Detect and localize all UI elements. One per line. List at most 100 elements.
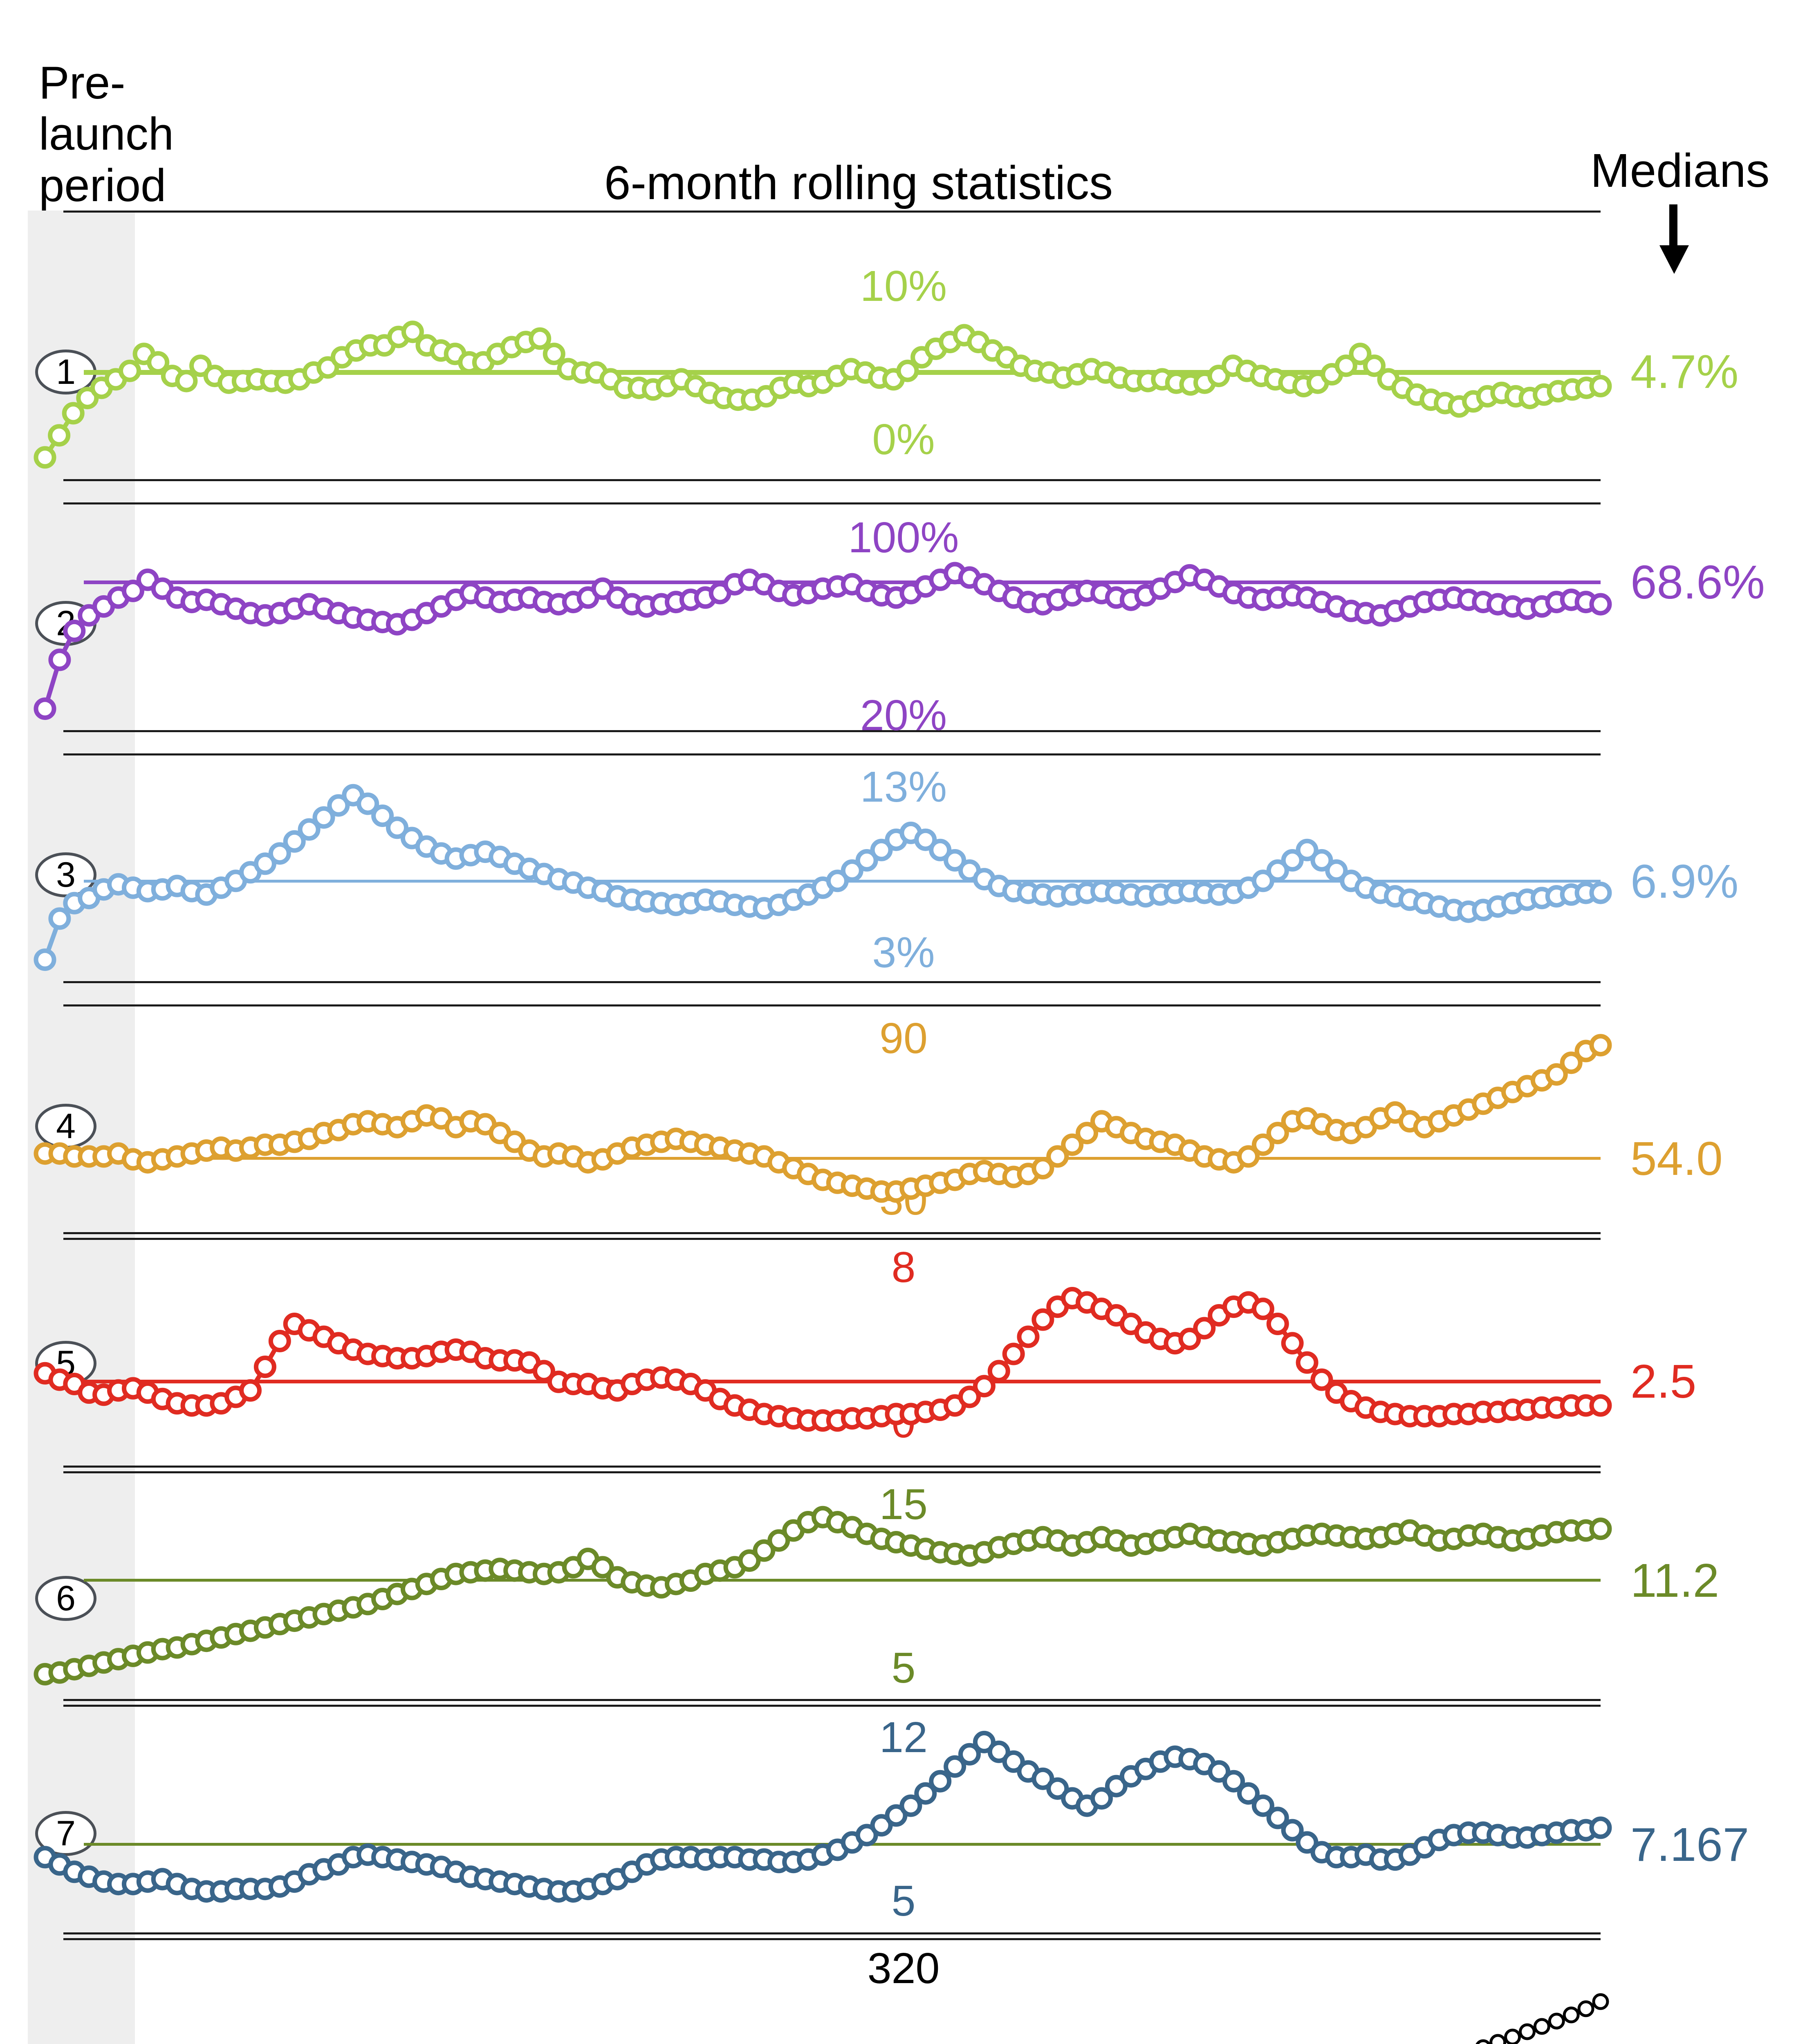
data-point bbox=[870, 1814, 893, 1837]
data-point bbox=[767, 1529, 790, 1552]
data-point bbox=[562, 591, 585, 614]
data-point bbox=[327, 602, 350, 625]
data-point bbox=[767, 580, 790, 602]
data-point bbox=[1222, 1531, 1245, 1553]
data-point bbox=[783, 371, 806, 394]
data-point bbox=[1472, 1522, 1495, 1545]
panel-6-top-label: 15 bbox=[879, 1480, 928, 1529]
series-line bbox=[43, 1043, 1603, 1194]
panel-badge-4: 4 bbox=[35, 1104, 96, 1149]
data-point bbox=[359, 334, 382, 357]
data-point bbox=[1457, 1098, 1480, 1121]
data-point bbox=[767, 1851, 790, 1874]
data-point bbox=[679, 1130, 702, 1153]
data-point bbox=[1419, 388, 1442, 411]
data-point bbox=[562, 1880, 585, 1903]
panel-badge-3: 3 bbox=[35, 852, 96, 897]
data-point bbox=[1516, 1527, 1538, 1550]
data-point bbox=[1519, 2023, 1536, 2040]
data-point bbox=[1354, 602, 1377, 625]
data-point bbox=[474, 1868, 497, 1891]
data-point bbox=[738, 1399, 761, 1421]
data-point bbox=[342, 606, 365, 629]
data-point bbox=[1031, 1526, 1054, 1549]
data-point bbox=[1134, 1321, 1157, 1344]
data-point bbox=[1090, 582, 1113, 605]
data-point bbox=[782, 1157, 805, 1179]
data-point bbox=[621, 1860, 644, 1883]
data-point bbox=[489, 1122, 511, 1145]
data-point bbox=[1193, 1145, 1216, 1168]
data-point bbox=[357, 1342, 379, 1365]
data-point bbox=[723, 573, 746, 596]
data-point bbox=[679, 892, 702, 914]
data-point bbox=[1193, 1526, 1216, 1549]
data-point bbox=[1325, 1381, 1348, 1404]
data-point bbox=[1398, 1519, 1421, 1542]
data-point bbox=[753, 1403, 776, 1425]
data-point bbox=[459, 1865, 482, 1888]
data-point bbox=[298, 818, 321, 841]
data-point bbox=[489, 591, 511, 614]
data-point bbox=[1589, 1517, 1612, 1540]
data-point bbox=[166, 586, 188, 609]
data-point bbox=[1266, 1531, 1289, 1553]
data-point bbox=[1080, 358, 1103, 381]
data-point bbox=[1090, 1110, 1113, 1133]
data-point bbox=[650, 1848, 673, 1871]
data-point bbox=[253, 604, 276, 627]
data-point bbox=[929, 1541, 952, 1564]
data-point bbox=[444, 588, 467, 611]
data-point bbox=[723, 1394, 746, 1417]
data-point bbox=[712, 387, 735, 410]
data-point bbox=[1306, 371, 1329, 394]
data-point bbox=[547, 1880, 570, 1903]
data-point bbox=[1548, 2013, 1565, 2030]
panel-rule bbox=[63, 479, 1601, 481]
data-point bbox=[136, 1870, 159, 1893]
data-point bbox=[1490, 381, 1513, 404]
median-line-3 bbox=[84, 880, 1601, 883]
data-point bbox=[1472, 1401, 1495, 1423]
data-point bbox=[430, 842, 453, 865]
data-point bbox=[327, 1853, 350, 1876]
data-point bbox=[268, 842, 291, 865]
data-point bbox=[312, 1602, 335, 1625]
data-point bbox=[298, 1606, 321, 1629]
data-point bbox=[939, 331, 962, 354]
data-point bbox=[1428, 1110, 1451, 1133]
data-point bbox=[1134, 885, 1157, 908]
data-point bbox=[1208, 1304, 1231, 1327]
data-point bbox=[1017, 1163, 1040, 1186]
data-point bbox=[1310, 1113, 1333, 1136]
data-point bbox=[500, 336, 523, 359]
data-point bbox=[1340, 1122, 1363, 1145]
data-point bbox=[195, 1394, 218, 1417]
data-point bbox=[1369, 1401, 1392, 1423]
data-point bbox=[665, 591, 687, 614]
panel-4-top-label: 90 bbox=[879, 1014, 928, 1062]
data-point bbox=[458, 351, 481, 374]
data-point bbox=[1530, 1524, 1553, 1547]
data-point bbox=[987, 1536, 1010, 1559]
data-point bbox=[635, 1853, 658, 1876]
data-point bbox=[1472, 899, 1495, 921]
data-point bbox=[1149, 1529, 1172, 1552]
data-point bbox=[1061, 1534, 1084, 1557]
data-point bbox=[1574, 1394, 1597, 1417]
data-point bbox=[543, 343, 565, 365]
data-point bbox=[298, 1319, 321, 1342]
data-point bbox=[401, 320, 424, 343]
data-point bbox=[1164, 1133, 1186, 1156]
data-point bbox=[312, 806, 335, 829]
data-point bbox=[1545, 1521, 1568, 1544]
data-point bbox=[1472, 1092, 1495, 1115]
data-point bbox=[1487, 1824, 1509, 1847]
data-point bbox=[503, 1559, 526, 1582]
medians-column-title: Medians bbox=[1590, 144, 1770, 197]
data-point bbox=[576, 1547, 599, 1570]
data-point bbox=[870, 584, 893, 607]
data-point bbox=[606, 1566, 629, 1589]
data-point bbox=[1076, 881, 1099, 904]
median-line-1 bbox=[84, 370, 1601, 375]
